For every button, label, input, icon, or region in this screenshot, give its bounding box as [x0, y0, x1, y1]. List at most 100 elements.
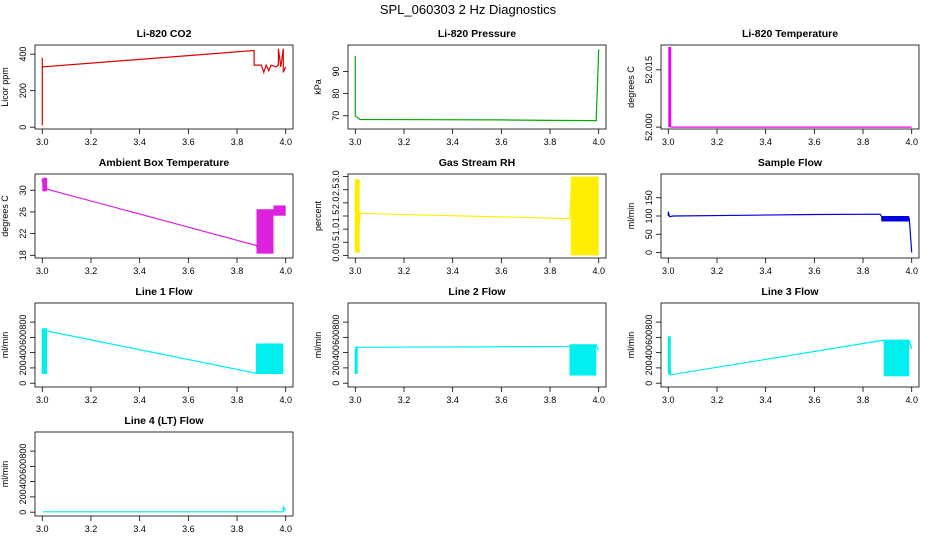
- y-tick-label: 600: [18, 459, 28, 474]
- x-tick-label: 3.2: [711, 137, 724, 147]
- noise-band: [569, 344, 597, 376]
- x-tick-label: 3.0: [36, 266, 49, 276]
- x-tick-label: 3.6: [808, 137, 821, 147]
- y-axis-label: ml/min: [626, 332, 636, 359]
- series-line: [354, 49, 600, 122]
- y-tick-label: 0: [331, 381, 341, 386]
- y-tick-label: 0: [644, 381, 654, 386]
- y-tick-label: 0: [644, 250, 654, 255]
- x-tick-label: 3.6: [495, 137, 508, 147]
- plot-frame: [660, 302, 920, 388]
- x-tick-label: 3.6: [808, 395, 821, 405]
- chart-title: Line 2 Flow: [448, 286, 506, 298]
- x-tick-label: 3.4: [759, 137, 772, 147]
- x-tick-label: 4.0: [592, 137, 605, 147]
- x-tick-label: 3.2: [85, 524, 98, 534]
- x-tick-label: 3.4: [133, 266, 146, 276]
- chart-title: Ambient Box Temperature: [99, 157, 230, 169]
- y-tick-label: 200: [644, 360, 654, 375]
- y-tick-label: 22: [18, 229, 28, 239]
- plot-frame: [347, 44, 607, 130]
- x-tick-label: 3.0: [349, 266, 362, 276]
- x-tick-label: 3.0: [349, 137, 362, 147]
- x-tick-label: 3.2: [85, 395, 98, 405]
- noise-band: [883, 339, 910, 377]
- x-tick-label: 3.6: [182, 266, 195, 276]
- x-tick-label: 3.6: [495, 395, 508, 405]
- y-tick-label: 1.0: [331, 223, 341, 236]
- x-tick-label: 4.0: [279, 395, 292, 405]
- y-tick-label: 2.5: [331, 183, 341, 196]
- y-tick-label: 200: [18, 83, 28, 98]
- plot-frame: [347, 302, 607, 388]
- chart-title: Line 1 Flow: [135, 286, 193, 298]
- series-line: [667, 337, 913, 376]
- y-tick-label: 0: [18, 125, 28, 130]
- chart-panel: Ambient Box Temperature 3.0 3.2 3.4 3.6 3.8 4.…: [0, 157, 294, 276]
- series-line: [41, 179, 286, 252]
- x-tick-label: 3.0: [662, 395, 675, 405]
- noise-band: [256, 209, 274, 254]
- y-tick-label: 0: [18, 510, 28, 515]
- x-tick-label: 3.4: [133, 395, 146, 405]
- chart-panel: Li-820 Pressure 3.0 3.2 3.4 3.6 3.8 4.0 70 80 90 k…: [313, 28, 607, 147]
- noise-band: [355, 346, 358, 375]
- y-axis-label: kPa: [313, 79, 323, 95]
- y-tick-label: 52.015: [644, 56, 654, 84]
- x-tick-label: 3.4: [446, 395, 459, 405]
- chart-panel: Line 1 Flow 3.0 3.2 3.4 3.6 3.8 4.0 0 2004006008…: [0, 286, 294, 405]
- x-tick-label: 3.8: [857, 266, 870, 276]
- y-tick-label: 0.0: [331, 249, 341, 262]
- x-tick-label: 3.0: [662, 137, 675, 147]
- x-tick-label: 3.6: [182, 137, 195, 147]
- x-tick-label: 3.2: [398, 395, 411, 405]
- x-tick-label: 3.2: [85, 266, 98, 276]
- y-tick-label: 400: [18, 474, 28, 489]
- chart-title: Line 4 (LT) Flow: [124, 415, 204, 427]
- y-axis-label: degrees C: [0, 195, 10, 237]
- chart-panel: Sample Flow 3.0 3.2 3.4 3.6 3.8 4.0 0 50 100 150 ml…: [626, 157, 920, 276]
- x-tick-label: 3.4: [759, 395, 772, 405]
- x-tick-label: 3.2: [711, 266, 724, 276]
- x-tick-label: 3.4: [759, 266, 772, 276]
- x-tick-label: 3.8: [544, 266, 557, 276]
- x-tick-label: 3.4: [133, 137, 146, 147]
- y-tick-label: 800: [331, 315, 341, 330]
- x-tick-label: 3.4: [446, 137, 459, 147]
- x-tick-label: 4.0: [905, 266, 918, 276]
- x-tick-label: 3.2: [398, 266, 411, 276]
- y-tick-label: 400: [18, 47, 28, 62]
- y-tick-label: 100: [644, 208, 654, 223]
- plot-frame: [34, 173, 294, 259]
- y-axis-label: degrees C: [626, 66, 636, 108]
- x-tick-label: 3.8: [544, 137, 557, 147]
- y-tick-label: 90: [331, 67, 341, 77]
- y-tick-label: 200: [18, 360, 28, 375]
- chart-title: Li-820 CO2: [137, 28, 192, 40]
- chart-panel: Line 4 (LT) Flow 3.0 3.2 3.4 3.6 3.8 4.0 0 20040…: [0, 415, 294, 534]
- y-tick-label: 26: [18, 207, 28, 217]
- x-tick-label: 4.0: [279, 266, 292, 276]
- x-tick-label: 3.0: [36, 137, 49, 147]
- noise-band: [668, 46, 672, 128]
- y-tick-label: 400: [331, 345, 341, 360]
- noise-band: [256, 343, 284, 375]
- y-tick-label: 3.0: [331, 170, 341, 183]
- x-tick-label: 4.0: [905, 395, 918, 405]
- y-axis-label: ml/min: [0, 461, 10, 488]
- x-tick-label: 3.0: [349, 395, 362, 405]
- series-line: [42, 505, 287, 513]
- chart-panel: Li-820 CO2 3.0 3.2 3.4 3.6 3.8 4.0 0 200 400 Licor…: [0, 28, 294, 147]
- noise-band: [273, 205, 286, 216]
- y-tick-label: 400: [644, 345, 654, 360]
- y-tick-label: 2.0: [331, 197, 341, 210]
- x-tick-label: 3.4: [133, 524, 146, 534]
- y-tick-label: 800: [18, 315, 28, 330]
- series-line: [354, 179, 600, 254]
- x-tick-label: 3.4: [446, 266, 459, 276]
- x-tick-label: 3.0: [36, 524, 49, 534]
- series-line: [41, 48, 287, 126]
- x-tick-label: 3.8: [231, 395, 244, 405]
- y-tick-label: 150: [644, 190, 654, 205]
- x-tick-label: 3.8: [857, 137, 870, 147]
